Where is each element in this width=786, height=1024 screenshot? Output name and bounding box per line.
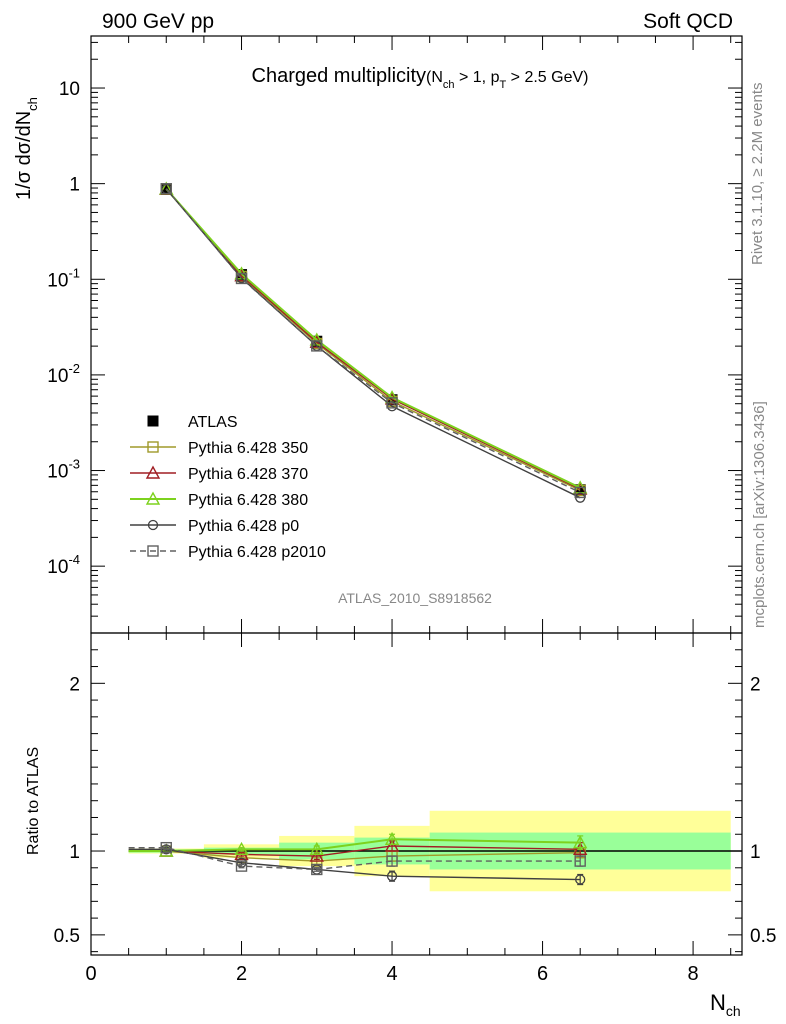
ratio-y-tick-label: 0.5: [54, 926, 80, 947]
ratio-panel: 0.5 0.5 1 1 2 2 0 2 4 6 8: [54, 632, 776, 985]
ratio-y-tick-label: 2: [69, 674, 80, 695]
chart-title: Charged multiplicity(Nch > 1, pT > 2.5 G…: [252, 65, 589, 91]
data-point: [384, 831, 400, 845]
y-tick-label: 10-3: [47, 457, 80, 483]
legend-label: Pythia 6.428 380: [188, 492, 308, 509]
ratio-plot-frame: [90, 632, 743, 956]
legend: ATLAS Pythia 6.428 350 Pythia 6.428 370 Pyt…: [130, 414, 326, 561]
x-tick-label: 2: [236, 963, 247, 985]
ratio-line: [128, 848, 581, 881]
legend-entry: Pythia 6.428 370: [130, 465, 308, 483]
data-point: [574, 855, 586, 867]
data-point: [386, 855, 398, 867]
legend-entry: ATLAS: [147, 414, 238, 431]
data-point: [575, 874, 586, 885]
data-point: [573, 835, 588, 849]
data-point: [384, 838, 400, 852]
data-point: [160, 183, 172, 195]
data-point: [147, 441, 159, 453]
data-point: [147, 415, 159, 427]
data-point: [235, 860, 248, 872]
mcplots-label: mcplots.cern.ch [arXiv:1306.3436]: [751, 401, 768, 628]
data-point: [235, 272, 248, 285]
legend-label: Pythia 6.428 p2010: [188, 544, 326, 561]
series-pythia-6-428-p2010: [160, 183, 586, 499]
legend-label: Pythia 6.428 370: [188, 466, 308, 483]
series-line: [165, 188, 581, 499]
legend-entry: Pythia 6.428 p0: [130, 518, 299, 535]
ratio-y-tick-label: 1: [69, 842, 80, 863]
data-point: [309, 841, 324, 856]
header-right: Soft QCD: [643, 10, 733, 33]
data-point: [145, 465, 161, 479]
y-tick-label: 10-2: [47, 361, 80, 387]
y-tick-label: 10: [59, 79, 80, 100]
legend-entry: Pythia 6.428 350: [130, 440, 308, 457]
legend-entry: Pythia 6.428 p2010: [130, 544, 326, 561]
series-line: [165, 188, 581, 494]
ratio-y-tick-label-right: 2: [750, 674, 761, 695]
data-point: [386, 871, 398, 882]
x-tick-label: 6: [537, 963, 548, 985]
data-point: [386, 397, 398, 409]
legend-label: Pythia 6.428 p0: [188, 518, 299, 535]
y-axis-label-main: 1/σ dσ/dNch: [13, 97, 40, 200]
data-point: [147, 519, 159, 531]
series-line: [165, 188, 581, 489]
data-point: [574, 486, 586, 499]
y-tick-label: 10-4: [47, 552, 80, 578]
main-panel: 10-4 10-3 10-2 10-1 1 10: [47, 35, 743, 634]
analysis-watermark: ATLAS_2010_S8918562: [338, 590, 492, 606]
legend-label: Pythia 6.428 350: [188, 440, 308, 457]
header-left: 900 GeV pp: [102, 10, 214, 33]
data-point: [309, 848, 324, 862]
ratio-line: [128, 838, 581, 853]
legend-entry: Pythia 6.428 380: [130, 491, 308, 509]
legend-label: ATLAS: [188, 414, 238, 431]
y-tick-label: 10-1: [47, 265, 80, 291]
data-point: [234, 841, 249, 856]
x-tick-label: 8: [688, 963, 699, 985]
y-axis-label-ratio: Ratio to ATLAS: [25, 747, 42, 855]
data-point: [311, 340, 323, 352]
data-point: [309, 332, 324, 346]
x-axis-label: Nch: [710, 990, 741, 1019]
data-point: [311, 863, 323, 876]
x-tick-label: 4: [386, 963, 397, 985]
ratio-y-tick-label-right: 0.5: [750, 926, 776, 947]
x-tick-label: 0: [85, 963, 96, 985]
ratio-line: [128, 846, 581, 871]
data-point: [160, 841, 172, 854]
y-tick-label: 1: [69, 175, 80, 196]
data-point: [145, 491, 161, 505]
ratio-series-pythia-6-428-p2010: [128, 841, 586, 876]
data-point: [147, 545, 159, 557]
rivet-label: Rivet 3.1.10, ≥ 2.2M events: [749, 83, 766, 266]
ratio-y-tick-label-right: 1: [750, 842, 761, 863]
